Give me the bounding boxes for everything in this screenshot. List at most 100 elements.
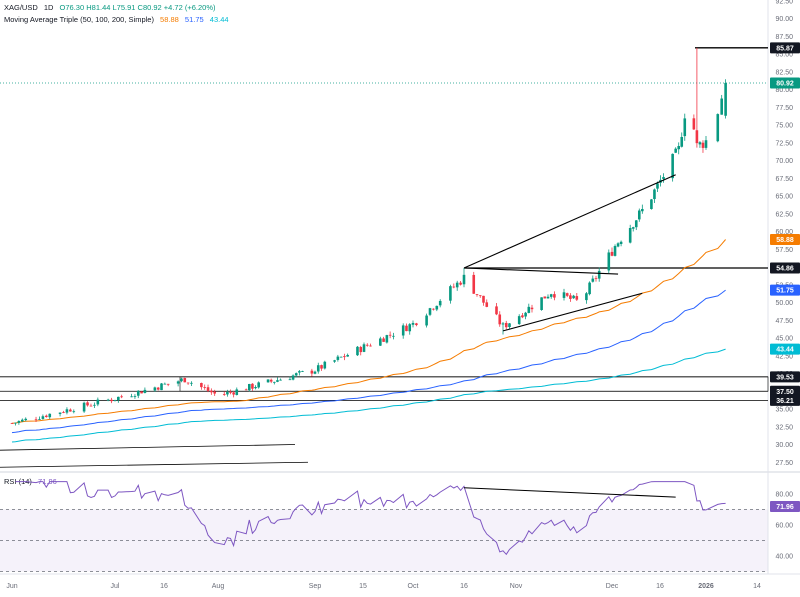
- candle-body: [89, 405, 93, 407]
- candle-body: [279, 379, 282, 381]
- price-badge: [770, 284, 800, 296]
- candle-body: [498, 314, 502, 325]
- candle-body: [120, 396, 123, 398]
- ma-indicator-label[interactable]: Moving Average Triple (50, 100, 200, Sim…: [4, 15, 154, 24]
- candle-body: [452, 286, 456, 288]
- candle-body: [200, 382, 203, 388]
- candle-body: [356, 346, 359, 356]
- candle-body: [680, 136, 684, 147]
- trendline: [502, 292, 643, 332]
- candle-body: [591, 278, 595, 282]
- ma50-value: 58.88: [160, 15, 179, 24]
- price-badge-label: 58.88: [776, 237, 794, 244]
- candle-body: [153, 387, 157, 391]
- candle-body: [701, 142, 705, 148]
- interval-label[interactable]: 1D: [43, 3, 54, 12]
- candle-body: [462, 274, 466, 285]
- candle-body: [569, 295, 572, 299]
- symbol-label[interactable]: XAG/USD: [4, 3, 38, 12]
- candle-body: [562, 292, 566, 298]
- candle-body: [190, 382, 193, 384]
- price-badge: [770, 77, 800, 89]
- price-badge: [770, 394, 800, 406]
- candle-body: [656, 183, 659, 189]
- candle-body: [72, 411, 76, 413]
- price-tick-label: 75.00: [775, 123, 793, 130]
- candle-body: [24, 418, 28, 421]
- candle-body: [117, 396, 120, 401]
- candle-body: [247, 383, 251, 391]
- rsi-tick-label: 40.00: [775, 554, 793, 561]
- candle-body: [166, 383, 170, 385]
- candle-body: [186, 382, 190, 384]
- candle-body: [203, 387, 207, 388]
- candle-body: [671, 153, 674, 179]
- price-tick-label: 32.50: [775, 424, 793, 431]
- candle-body: [229, 392, 232, 393]
- candle-body: [130, 396, 133, 398]
- candle-body: [273, 381, 276, 383]
- candle-body: [425, 315, 428, 326]
- rsi-line: [15, 481, 726, 556]
- time-axis-label: Jun: [6, 583, 17, 590]
- candle-body: [698, 142, 702, 145]
- candle-body: [254, 387, 257, 389]
- price-badge-label: 37.50: [776, 389, 794, 396]
- price-tick-label: 70.00: [775, 158, 793, 165]
- candle-body: [140, 391, 143, 394]
- trendline: [463, 174, 676, 269]
- candle-body: [530, 307, 534, 310]
- candle-body: [82, 402, 86, 412]
- candle-body: [382, 338, 385, 342]
- time-axis-label: Jul: [111, 583, 120, 590]
- price-badge-label: 39.53: [776, 374, 794, 381]
- price-tick-label: 80.00: [775, 87, 793, 94]
- time-axis-label: 14: [753, 583, 761, 590]
- time-axis-label: Dec: [606, 583, 619, 590]
- candle-body: [156, 387, 160, 390]
- candle-body: [133, 396, 137, 397]
- candle-body: [183, 377, 187, 383]
- candle-body: [415, 323, 418, 326]
- price-badge-label: 85.87: [776, 45, 794, 52]
- time-axis-label: 15: [359, 583, 367, 590]
- price-tick-label: 77.50: [775, 105, 793, 112]
- candle-body: [619, 241, 623, 244]
- candle-body: [628, 227, 632, 243]
- candle-body: [213, 391, 216, 394]
- candle-body: [662, 176, 665, 180]
- time-axis-label: Oct: [408, 583, 419, 590]
- candle-body: [48, 413, 52, 418]
- candle-body: [631, 227, 635, 229]
- candle-body: [385, 335, 389, 343]
- candle-body: [298, 371, 301, 373]
- candle-body: [136, 390, 140, 396]
- time-axis-label: 16: [160, 583, 168, 590]
- candle-body: [432, 308, 435, 310]
- candle-body: [379, 338, 382, 346]
- candle-body: [704, 140, 708, 148]
- candle-body: [521, 315, 524, 318]
- candle-body: [266, 379, 270, 383]
- price-tick-label: 45.00: [775, 336, 793, 343]
- candle-body: [501, 323, 505, 325]
- candle-body: [683, 118, 687, 137]
- candle-body: [62, 412, 65, 413]
- candle-body: [637, 210, 641, 220]
- candle-body: [478, 295, 482, 297]
- candle-body: [176, 381, 180, 384]
- candle-body: [392, 335, 395, 337]
- candle-body: [65, 409, 69, 413]
- candle-body: [323, 361, 327, 369]
- price-tick-label: 42.50: [775, 353, 793, 360]
- rsi-divergence-line: [463, 487, 676, 498]
- price-tick-label: 30.00: [775, 442, 793, 449]
- candle-body: [597, 270, 601, 279]
- candle-body: [482, 295, 485, 303]
- trendline: [463, 267, 619, 275]
- candle-body: [38, 418, 41, 420]
- candle-body: [291, 375, 295, 380]
- candle-body: [610, 251, 614, 256]
- candle-body: [549, 294, 553, 297]
